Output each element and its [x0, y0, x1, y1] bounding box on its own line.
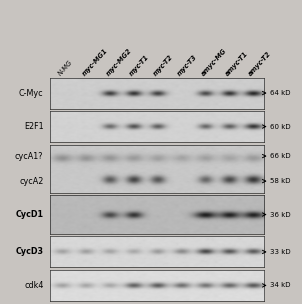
Text: myc-T2: myc-T2 [153, 54, 175, 77]
Text: cycA1?: cycA1? [15, 152, 43, 161]
Text: 34 kD: 34 kD [270, 282, 290, 288]
Text: myc-T1: myc-T1 [129, 54, 151, 77]
Text: 60 kD: 60 kD [270, 123, 290, 130]
Text: cdk4: cdk4 [24, 281, 43, 290]
Text: amyc-T1: amyc-T1 [224, 50, 249, 77]
Text: myc-MG1: myc-MG1 [81, 47, 109, 77]
Text: 66 kD: 66 kD [270, 153, 290, 159]
Text: N-MG: N-MG [57, 59, 74, 77]
Text: 64 kD: 64 kD [270, 90, 290, 96]
Text: myc-T3: myc-T3 [176, 54, 198, 77]
Text: cycA2: cycA2 [19, 177, 43, 186]
Text: 58 kD: 58 kD [270, 178, 290, 184]
Text: CycD3: CycD3 [15, 247, 43, 256]
Text: C-Myc: C-Myc [19, 88, 43, 98]
Text: amyc-MG: amyc-MG [200, 47, 228, 77]
Text: amyc-T2: amyc-T2 [248, 50, 273, 77]
Text: 36 kD: 36 kD [270, 212, 290, 218]
Text: CycD1: CycD1 [15, 210, 43, 219]
Text: 33 kD: 33 kD [270, 249, 290, 255]
Text: myc-MG2: myc-MG2 [105, 47, 133, 77]
Text: E2F1: E2F1 [24, 122, 43, 131]
